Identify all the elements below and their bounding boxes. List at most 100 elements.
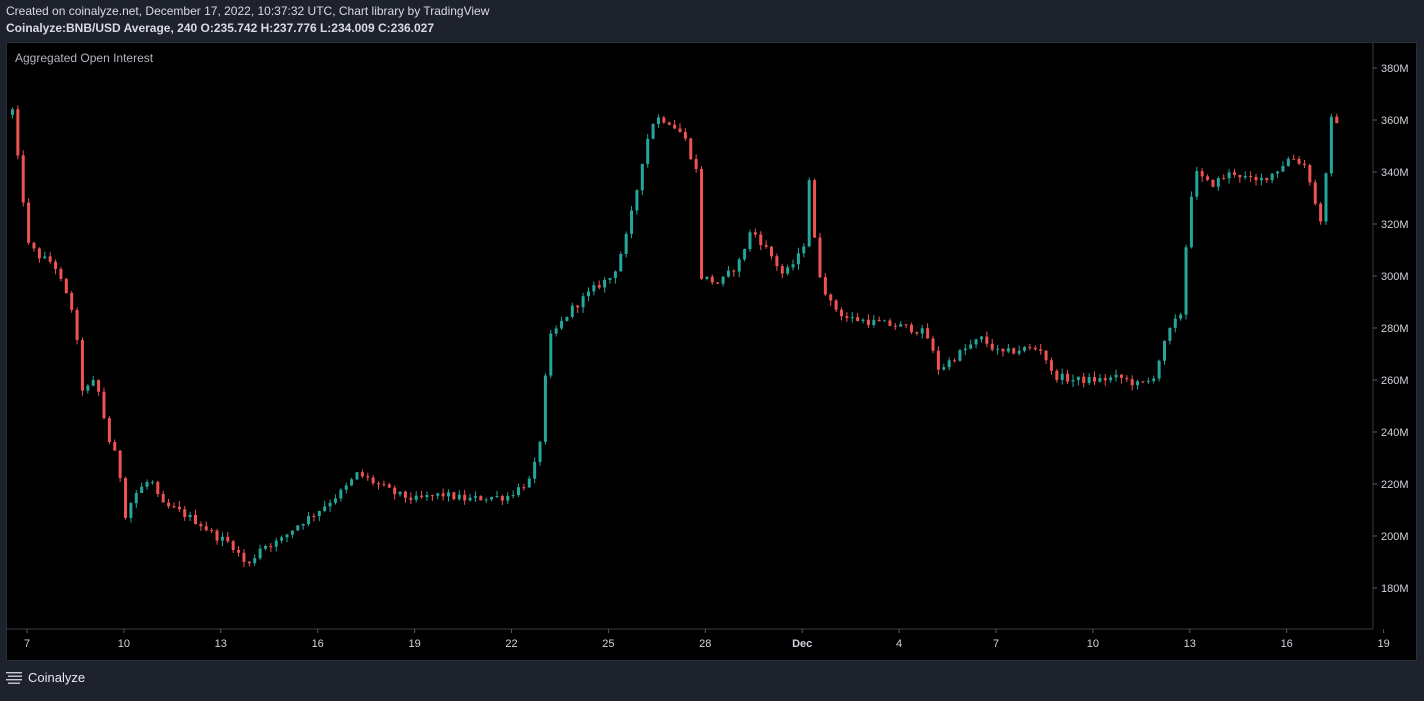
candle-down [1313, 182, 1317, 204]
candle-up [307, 515, 311, 525]
candle-down [156, 481, 160, 495]
candle-up [253, 558, 257, 564]
candle-down [856, 317, 860, 322]
candle-down [1055, 370, 1059, 380]
candle-up [850, 317, 854, 319]
candle-up [1270, 173, 1274, 181]
candle-down [953, 360, 957, 362]
candle-up [274, 540, 278, 547]
candle-up [883, 320, 887, 322]
candle-up [786, 267, 790, 274]
candle-down [59, 269, 63, 279]
candle-up [10, 109, 14, 115]
candle-down [409, 497, 413, 500]
candle-up [188, 514, 192, 518]
candle-down [177, 506, 181, 510]
candle-up [129, 503, 133, 518]
candle-down [1211, 179, 1215, 187]
candle-up [979, 336, 983, 340]
candle-down [689, 138, 693, 160]
candle-up [543, 375, 547, 442]
candle-down [839, 309, 843, 317]
candle-up [1109, 377, 1113, 381]
candle-up [533, 461, 537, 479]
candle-up [1259, 177, 1263, 181]
y-tick-label: 260M [1381, 375, 1409, 387]
candle-up [1152, 378, 1156, 381]
x-tick-label: Dec [792, 638, 812, 650]
candle-up [608, 278, 612, 280]
candle-up [398, 491, 402, 495]
candle-up [263, 546, 267, 549]
candle-down [118, 450, 122, 479]
candle-down [403, 491, 407, 498]
candle-up [646, 138, 650, 164]
candle-down [48, 256, 52, 262]
candle-down [113, 442, 117, 451]
candle-down [1206, 176, 1210, 180]
candle-up [538, 441, 542, 462]
candle-up [86, 385, 90, 391]
candle-up [516, 487, 520, 496]
candle-up [285, 534, 289, 538]
candle-down [1222, 178, 1226, 180]
candle-up [651, 124, 655, 139]
candle-up [619, 254, 623, 272]
candle-down [888, 320, 892, 326]
candle-up [328, 502, 332, 507]
x-tick-label: 28 [699, 638, 711, 650]
candle-down [204, 526, 208, 531]
candle-up [150, 481, 154, 483]
candle-up [920, 328, 924, 334]
candle-down [909, 324, 913, 333]
candle-up [425, 495, 429, 498]
candle-down [576, 305, 580, 308]
candle-up [581, 296, 585, 308]
ohlc-values: O:235.742 H:237.776 L:234.009 C:236.027 [200, 21, 435, 35]
candle-up [258, 548, 262, 559]
candle-up [145, 482, 149, 487]
brand-footer[interactable]: Coinalyze [6, 670, 85, 685]
candle-down [124, 478, 128, 518]
candle-down [770, 246, 774, 257]
candle-down [700, 168, 704, 279]
candlestick-chart[interactable]: 180M 200M 220M 240M 260M 280M 300M 320M 340M 360M… [7, 43, 1416, 660]
candle-down [893, 325, 897, 327]
candle-down [1141, 381, 1145, 383]
candle-up [969, 344, 973, 349]
candle-up [807, 180, 811, 247]
candle-down [80, 340, 84, 391]
candle-up [1076, 376, 1080, 381]
candle-up [899, 324, 903, 327]
candle-down [662, 117, 666, 123]
candle-down [64, 278, 68, 294]
candle-up [635, 190, 639, 211]
candle-up [721, 276, 725, 284]
candle-up [963, 348, 967, 351]
candle-down [107, 418, 111, 443]
candle-down [683, 132, 687, 139]
candle-down [382, 484, 386, 486]
y-tick-label: 320M [1381, 219, 1409, 231]
candle-down [1049, 360, 1053, 371]
candle-down [1200, 171, 1204, 177]
candle-down [172, 506, 176, 508]
x-tick-label: 19 [1377, 638, 1389, 650]
candle-down [1093, 377, 1097, 382]
candle-up [796, 253, 800, 265]
candle-up [323, 506, 327, 512]
candle-up [527, 478, 531, 488]
y-tick-label: 180M [1381, 583, 1409, 595]
candle-down [1308, 165, 1312, 183]
candle-down [500, 496, 504, 501]
candle-up [490, 497, 494, 500]
created-line: Created on coinalyze.net, December 17, 2… [6, 4, 490, 18]
candle-down [215, 530, 219, 541]
candle-down [1082, 376, 1086, 383]
candle-down [818, 237, 822, 278]
candle-down [193, 514, 197, 525]
candle-down [829, 294, 833, 301]
chart-panel[interactable]: 180M 200M 220M 240M 260M 280M 300M 320M 340M 360M… [6, 42, 1417, 661]
candle-down [990, 343, 994, 350]
candle-down [463, 494, 467, 501]
